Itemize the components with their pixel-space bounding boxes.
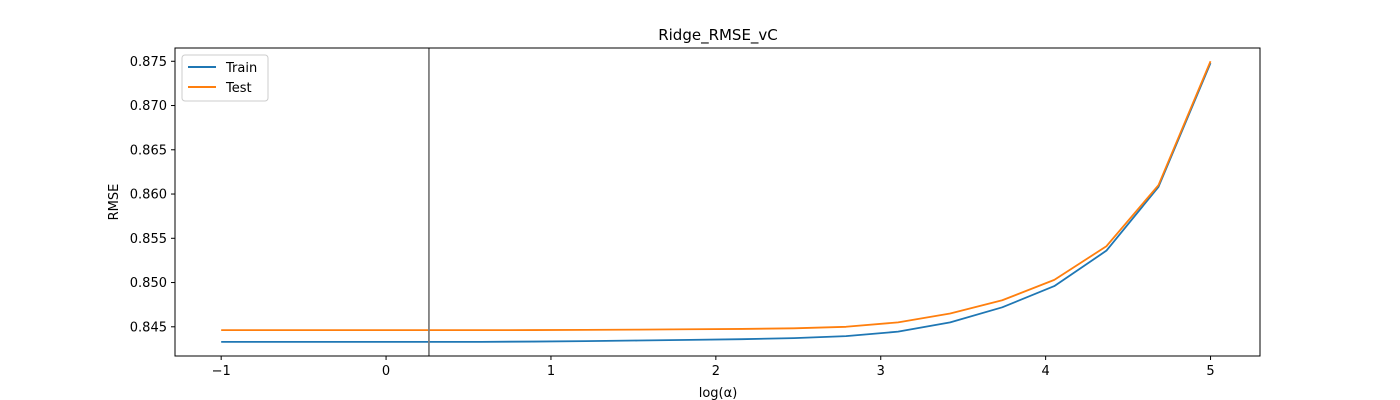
x-axis: −1 0 1 2 3 4 5 [212,356,1215,379]
legend-label-train: Train [225,61,257,76]
y-axis: 0.845 0.850 0.855 0.860 0.865 0.870 0.875 [130,55,175,335]
y-tick-label: 0.875 [130,55,167,70]
legend-label-test: Test [225,81,252,96]
x-axis-label: log(α) [699,386,738,400]
series-line-train [221,62,1212,343]
x-tick-label: 2 [712,364,720,379]
y-axis-label: RMSE [107,184,122,221]
y-tick-label: 0.850 [130,276,167,291]
x-tick-label: 1 [547,364,555,379]
y-tick-label: 0.860 [130,188,167,203]
plot-frame [174,47,1261,357]
x-tick-label: −1 [212,364,231,379]
x-tick-label: 0 [382,364,390,379]
series-line-test [221,60,1212,332]
x-tick-label: 3 [877,364,885,379]
chart-title: Ridge_RMSE_vC [658,26,778,45]
y-tick-label: 0.870 [130,99,167,114]
plot-lines [221,60,1212,343]
y-tick-label: 0.845 [130,320,167,335]
x-tick-label: 4 [1041,364,1049,379]
y-tick-label: 0.855 [130,232,167,247]
legend: Train Test [181,54,269,102]
x-tick-label: 5 [1206,364,1214,379]
y-tick-label: 0.865 [130,143,167,158]
